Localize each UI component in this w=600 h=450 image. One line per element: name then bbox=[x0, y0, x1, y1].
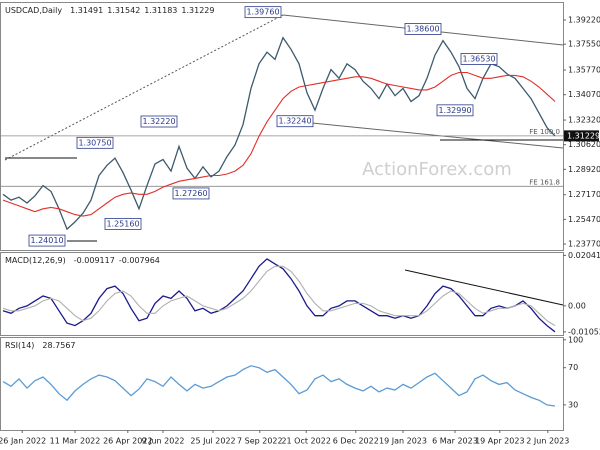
x-tick-label: 9 Jun 2022 bbox=[141, 437, 184, 446]
series-line bbox=[2, 36, 556, 231]
x-tick-label: 7 Sep 2022 bbox=[237, 437, 283, 446]
panel-title: RSI(14) bbox=[5, 341, 34, 350]
pivot-box bbox=[172, 187, 210, 200]
x-tick-label: 6 Mar 2023 bbox=[432, 437, 478, 446]
y-tick-label: 1.32320 bbox=[568, 116, 600, 125]
header-value: -0.007964 bbox=[119, 256, 160, 265]
panel-title: USDCAD,Daily bbox=[5, 6, 62, 15]
y-tick-label: -0.010523 bbox=[568, 327, 600, 336]
panel-header: RSI(14) 28.7567 bbox=[5, 341, 76, 350]
watermark: ActionForex.com bbox=[362, 159, 512, 180]
pivot-box bbox=[460, 53, 498, 65]
pivot-box bbox=[404, 23, 442, 35]
pivot-box bbox=[244, 6, 282, 19]
x-tick-label: 2 Jun 2023 bbox=[526, 437, 569, 446]
pivot-box bbox=[140, 115, 178, 128]
level-label: FE 100.0 bbox=[529, 128, 560, 136]
last-price-box bbox=[564, 130, 599, 142]
pivot-label: 1.32990 bbox=[438, 106, 471, 115]
series-line bbox=[2, 365, 556, 407]
panel-title: MACD(12,26,9) bbox=[5, 256, 66, 265]
pivot-label: 1.32240 bbox=[278, 117, 311, 126]
y-tick-label: 1.35770 bbox=[568, 66, 600, 75]
x-tick-label: 19 Apr 2023 bbox=[475, 437, 524, 446]
series-line bbox=[2, 258, 556, 333]
pivot-label: 1.24010 bbox=[30, 236, 63, 245]
pivot-label: 1.39760 bbox=[246, 8, 279, 17]
pivot-box bbox=[76, 136, 114, 149]
macd-trend-line bbox=[404, 269, 564, 306]
pivot-label: 1.27260 bbox=[174, 189, 207, 198]
rsi-panel bbox=[0, 337, 564, 431]
y-tick-label: 1.23770 bbox=[568, 240, 600, 249]
last-price-label: 1.31229 bbox=[567, 131, 600, 140]
y-tick-label: 1.37550 bbox=[568, 40, 600, 49]
y-tick-label: 1.28920 bbox=[568, 165, 600, 174]
header-value: 28.7567 bbox=[42, 341, 75, 350]
series-line bbox=[2, 265, 556, 327]
pivot-label: 1.30750 bbox=[78, 138, 111, 147]
panel-header: USDCAD,Daily 1.31491 1.31542 1.31183 1.31229 bbox=[5, 6, 214, 15]
y-tick-label: 0.00 bbox=[568, 301, 586, 310]
macd-panel bbox=[0, 252, 564, 336]
header-value: 1.31229 bbox=[181, 6, 214, 15]
y-tick-label: 1.34070 bbox=[568, 90, 600, 99]
x-tick-label: 25 Jul 2022 bbox=[190, 437, 235, 446]
pivot-box bbox=[28, 234, 66, 247]
pivot-label: 1.25160 bbox=[106, 219, 139, 228]
pivot-label: 1.38600 bbox=[406, 24, 439, 33]
level-label: FE 161.8 bbox=[529, 178, 560, 186]
header-value: 1.31491 bbox=[70, 6, 103, 15]
y-tick-label: 70 bbox=[568, 363, 578, 372]
y-tick-label: 1.39220 bbox=[568, 15, 600, 24]
y-tick-label: 30 bbox=[568, 400, 578, 409]
x-tick-label: 26 Apr 2022 bbox=[103, 437, 152, 446]
x-tick-label: 11 Mar 2022 bbox=[50, 437, 101, 446]
y-tick-label: 1.25470 bbox=[568, 215, 600, 224]
pivot-box bbox=[276, 115, 314, 128]
pivot-box bbox=[104, 217, 142, 230]
y-tick-label: 1.27170 bbox=[568, 190, 600, 199]
panel-header: MACD(12,26,9) -0.009117 -0.007964 bbox=[5, 256, 160, 265]
x-tick-label: 19 Jan 2023 bbox=[379, 437, 427, 446]
price-panel bbox=[0, 2, 564, 251]
header-value: -0.009117 bbox=[74, 256, 115, 265]
x-tick-label: 21 Oct 2022 bbox=[281, 437, 330, 446]
y-tick-label: 1.30620 bbox=[568, 140, 600, 149]
pivot-box bbox=[436, 104, 474, 117]
y-tick-label: 0.020411 bbox=[568, 251, 600, 260]
header-value: 1.31542 bbox=[107, 6, 140, 15]
x-tick-label: 26 Jan 2022 bbox=[0, 437, 46, 446]
pivot-label: 1.36530 bbox=[462, 54, 495, 63]
series-line bbox=[2, 71, 556, 217]
pivot-label: 1.32220 bbox=[142, 117, 175, 126]
header-value: 1.31183 bbox=[144, 6, 177, 15]
trend-line bbox=[4, 14, 284, 161]
x-tick-label: 6 Dec 2022 bbox=[333, 437, 379, 446]
y-tick-label: 100 bbox=[568, 335, 583, 344]
